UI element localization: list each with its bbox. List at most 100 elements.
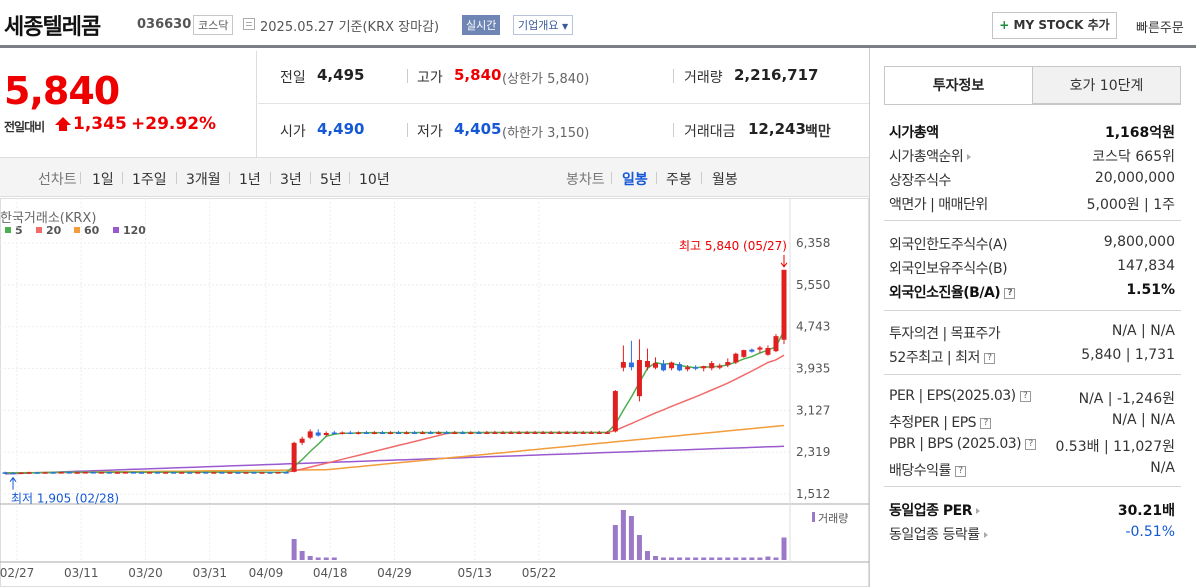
candle-body <box>147 472 153 474</box>
candle-body <box>299 438 305 443</box>
open-label: 시가 <box>280 124 306 140</box>
candle-body <box>580 432 586 434</box>
candle-body <box>179 472 185 474</box>
period-3month[interactable]: 3개월 <box>186 172 221 188</box>
candle-body <box>596 432 602 434</box>
period-weekly[interactable]: 주봉 <box>666 172 692 188</box>
info-label: 액면가 | 매매단위 <box>889 197 988 213</box>
ma120-legend: 120 <box>123 224 146 237</box>
candle-body <box>612 391 618 432</box>
divider <box>407 69 408 83</box>
volume-bar <box>291 539 297 560</box>
help-icon[interactable]: ? <box>980 417 992 429</box>
plus-icon: + <box>999 18 1010 32</box>
info-label[interactable]: 동일업종 등락률 <box>889 524 988 544</box>
volume-bar <box>299 551 305 560</box>
candle-body <box>484 432 490 434</box>
add-my-stock-button[interactable]: + MY STOCK 추가 <box>992 12 1117 39</box>
help-icon[interactable]: ? <box>1004 287 1016 299</box>
y-tick-label: 3,127 <box>796 403 830 417</box>
candle-body <box>259 472 265 474</box>
divider <box>122 172 123 184</box>
divider <box>611 172 612 184</box>
company-overview-dropdown[interactable]: 기업개요 ▼ <box>513 15 574 35</box>
period-5year[interactable]: 5년 <box>320 172 342 188</box>
info-label: 시가총액 <box>889 125 939 141</box>
period-3year[interactable]: 3년 <box>280 172 302 188</box>
market-badge: 코스닥 <box>193 15 234 35</box>
volume-bar <box>749 557 755 560</box>
info-value: -0.51% <box>1125 524 1175 540</box>
candle-body <box>564 432 570 434</box>
ma20-swatch <box>36 227 42 233</box>
overview-label: 기업개요 <box>518 19 559 32</box>
info-label: 투자의견 | 목표주가 <box>889 326 1001 342</box>
candle-body <box>203 472 209 474</box>
price-change-percent: +29.92% <box>131 114 217 134</box>
candle-body <box>741 350 747 357</box>
change-label: 전일대비 <box>4 120 45 134</box>
volume-bar <box>315 557 321 560</box>
x-tick-label: 04/29 <box>377 566 412 580</box>
volume-bar <box>612 525 618 560</box>
table-divider <box>884 220 1181 221</box>
tab-hoga-10[interactable]: 호가 10단계 <box>1032 66 1181 104</box>
high-annotation: 최고 5,840 (05/27) <box>679 239 787 253</box>
chevron-right-icon <box>983 532 988 538</box>
candle-body <box>323 432 329 436</box>
candle-body <box>347 432 353 434</box>
y-tick-label: 1,512 <box>796 487 830 501</box>
help-icon[interactable]: ? <box>954 465 966 477</box>
volume-bar <box>620 510 626 560</box>
candle-body <box>572 432 578 434</box>
divider <box>80 172 81 184</box>
info-label: PER | EPS(2025.03)? <box>889 388 1031 404</box>
volume-bar <box>709 557 715 560</box>
period-daily[interactable]: 일봉 <box>622 172 648 188</box>
amount-unit: 백만 <box>805 124 831 140</box>
price-chart[interactable]: 6,358 5,550 4,743 3,935 3,127 2,319 1,512 02/27… <box>0 198 869 587</box>
realtime-badge[interactable]: 실시간 <box>462 15 501 35</box>
candle-body <box>524 432 530 434</box>
candle-body <box>420 432 426 434</box>
my-stock-label: MY STOCK 추가 <box>1013 18 1110 32</box>
candle-body <box>773 336 779 352</box>
help-icon[interactable]: ? <box>1019 390 1031 402</box>
help-icon[interactable]: ? <box>983 352 995 364</box>
tab-invest-info[interactable]: 투자정보 <box>884 66 1033 104</box>
candle-body <box>460 432 466 434</box>
calendar-icon <box>243 18 255 30</box>
info-label[interactable]: 시가총액순위 <box>889 146 972 166</box>
info-label[interactable]: 동일업종 PER <box>889 500 980 520</box>
amount-value: 12,243 <box>748 120 806 138</box>
period-monthly[interactable]: 월봉 <box>712 172 738 188</box>
help-icon[interactable]: ? <box>1025 438 1037 450</box>
candle-body <box>171 472 177 474</box>
period-10year[interactable]: 10년 <box>359 172 390 188</box>
period-1week[interactable]: 1주일 <box>132 172 167 188</box>
volume-bar <box>701 557 707 560</box>
period-1day[interactable]: 1일 <box>92 172 114 188</box>
candle-body <box>339 432 345 434</box>
divider <box>349 172 350 184</box>
info-value: 20,000,000 <box>1094 170 1175 186</box>
candle-body <box>251 472 257 474</box>
candle-body <box>211 472 217 474</box>
volume-bar <box>685 557 691 560</box>
candle-body <box>74 472 80 474</box>
ma60-legend: 60 <box>84 224 100 237</box>
candle-body <box>540 432 546 434</box>
volume-value: 2,216,717 <box>734 66 819 84</box>
company-name[interactable]: 세종텔레콤 <box>4 15 101 40</box>
up-arrow-icon <box>55 117 71 131</box>
candle-body <box>122 472 128 474</box>
info-value: 코스닥 665위 <box>1092 149 1175 165</box>
candle-body <box>82 472 88 474</box>
volume-bar <box>781 537 787 560</box>
candle-body <box>130 472 136 474</box>
period-1year[interactable]: 1년 <box>239 172 261 188</box>
high-arrow-head <box>780 262 788 268</box>
quick-order-button[interactable]: 빠른주문 <box>1136 21 1184 36</box>
divider <box>229 172 230 184</box>
candle-body <box>187 472 193 474</box>
